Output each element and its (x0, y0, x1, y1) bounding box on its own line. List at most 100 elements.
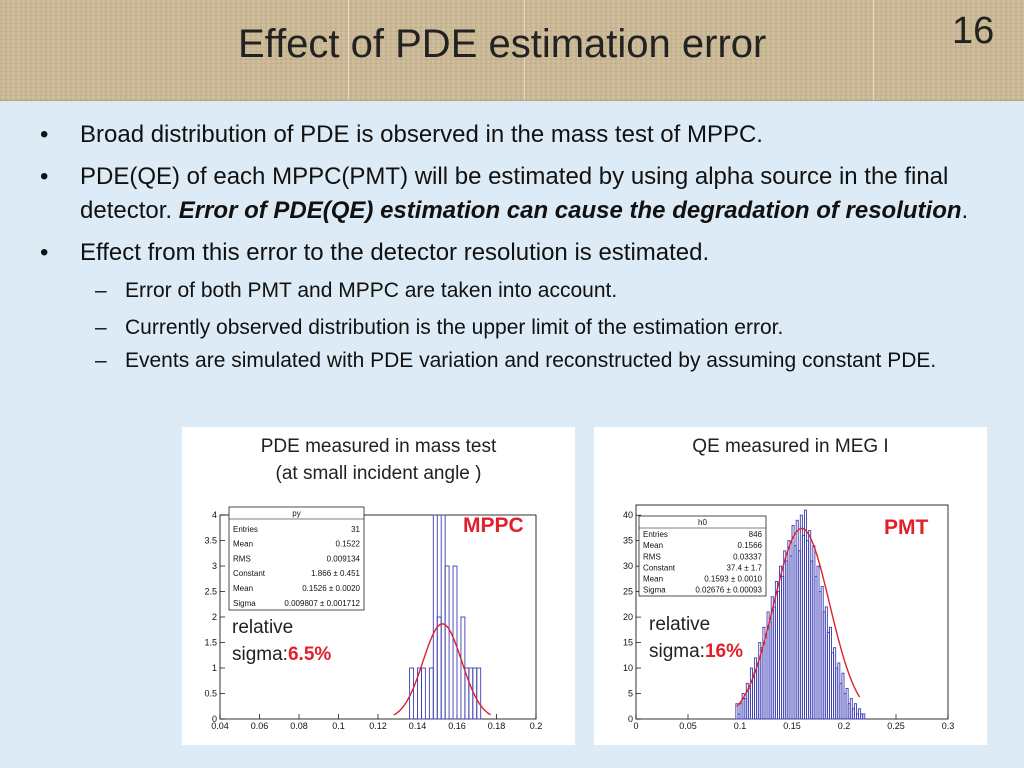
stats-box-frame (228, 506, 365, 611)
pmt-sigma-value: 16% (704, 641, 743, 662)
stats-label: Entries (233, 525, 258, 534)
stats-label: RMS (233, 554, 251, 563)
bullet-text: PDE(QE) of each MPPC(PMT) will be estima… (80, 163, 949, 224)
sub-bullet-item: Events are simulated with PDE variation … (40, 346, 1000, 376)
y-tick-label: 25 (623, 587, 633, 597)
x-tick-label: 0.18 (488, 721, 506, 731)
y-tick-label: 5 (628, 689, 633, 699)
bullet-text-end: . (961, 197, 969, 224)
histogram-bin (452, 565, 458, 720)
page-number: 16 (952, 10, 995, 52)
y-tick-label: 0 (628, 714, 633, 724)
header-seam (873, 0, 874, 100)
stats-box-name: py (292, 509, 300, 518)
stats-value: 846 (749, 530, 763, 539)
sigma-prefix: sigma: (232, 644, 288, 665)
mppc-sigma-value: 6.5% (287, 644, 332, 665)
histogram-bin (444, 565, 450, 720)
stats-value: 0.009807 ± 0.001712 (284, 599, 360, 608)
histogram-bin (436, 616, 442, 720)
bullet-text: Broad distribution of PDE is observed in… (80, 121, 763, 148)
stats-value: 37.4 ± 1.7 (726, 563, 762, 572)
x-tick-label: 0.12 (369, 721, 387, 731)
x-tick-label: 0 (633, 721, 638, 731)
bullet-item: PDE(QE) of each MPPC(PMT) will be estima… (40, 160, 1000, 228)
sub-bullet-item: Currently observed distribution is the u… (40, 309, 1000, 346)
stats-value: 0.1526 ± 0.0020 (302, 584, 360, 593)
stats-label: Mean (233, 540, 253, 549)
sub-bullet-text: Currently observed distribution is the u… (125, 316, 784, 339)
slide-title: Effect of PDE estimation error (238, 22, 767, 66)
sigma-prefix: sigma: (649, 641, 705, 662)
stats-label: Constant (233, 569, 266, 578)
stats-label: RMS (643, 552, 661, 561)
histogram-bin (735, 703, 739, 720)
mppc-relative-label: relative (232, 617, 294, 638)
pmt-tag: PMT (884, 516, 929, 539)
stats-value: 1.866 ± 0.451 (311, 569, 360, 578)
header-seam (348, 0, 349, 100)
histogram-bin (440, 514, 446, 720)
x-tick-label: 0.1 (734, 721, 747, 731)
bullet-list: Broad distribution of PDE is observed in… (40, 118, 1000, 376)
pmt-relative-label: relative (649, 614, 711, 635)
bullet-item: Broad distribution of PDE is observed in… (40, 118, 1000, 152)
y-tick-label: 35 (623, 536, 633, 546)
x-tick-label: 0.08 (290, 721, 308, 731)
bullet-text: Effect from this error to the detector r… (80, 239, 710, 266)
histogram-bin (862, 713, 866, 720)
mppc-tag: MPPC (463, 514, 524, 537)
y-tick-label: 2.5 (204, 587, 217, 597)
x-tick-label: 0.14 (409, 721, 427, 731)
x-tick-label: 0.06 (251, 721, 269, 731)
mppc-plot-panel: PDE measured in mass test (at small inci… (182, 427, 575, 745)
gaussian-fit-curve (393, 623, 491, 716)
slide-header (0, 0, 1024, 101)
stats-value: 0.1522 (336, 540, 361, 549)
bullet-emphasis: Error of PDE(QE) estimation can cause th… (178, 197, 962, 224)
x-tick-label: 0.1 (332, 721, 345, 731)
y-tick-label: 15 (623, 638, 633, 648)
x-tick-label: 0.05 (679, 721, 697, 731)
stats-value: 0.02676 ± 0.00093 (695, 586, 762, 595)
stats-value: 31 (351, 525, 360, 534)
x-tick-label: 0.15 (783, 721, 801, 731)
y-tick-label: 0 (212, 714, 217, 724)
stats-value: 0.03337 (733, 552, 762, 561)
sub-bullet-text: Events are simulated with PDE variation … (125, 349, 937, 372)
histogram-bin (409, 667, 415, 720)
stats-label: Mean (233, 584, 253, 593)
pmt-panel-title: QE measured in MEG I (692, 436, 889, 457)
y-tick-label: 10 (623, 663, 633, 673)
y-tick-label: 40 (623, 510, 633, 520)
histogram-bin (853, 703, 857, 720)
stats-label: Sigma (233, 599, 256, 608)
histogram-bin (468, 667, 474, 720)
sub-bullet-item: Error of both PMT and MPPC are taken int… (40, 272, 1000, 309)
y-tick-label: 4 (212, 510, 217, 520)
stats-label: Constant (643, 563, 676, 572)
header-seam (524, 0, 525, 100)
x-tick-label: 0.2 (838, 721, 851, 731)
y-tick-label: 1.5 (204, 638, 217, 648)
stats-label: Mean (643, 575, 663, 584)
y-tick-label: 3.5 (204, 536, 217, 546)
y-tick-label: 0.5 (204, 689, 217, 699)
histogram-bin (420, 667, 426, 720)
stats-label: Entries (643, 530, 668, 539)
y-tick-label: 30 (623, 561, 633, 571)
bullet-item: Effect from this error to the detector r… (40, 236, 1000, 270)
y-tick-label: 20 (623, 612, 633, 622)
stats-box: py Entries 31 Mean 0.1522 RMS 0.009134 Constant… (228, 506, 365, 611)
pmt-histogram: 0 0.05 0.1 0.15 0.2 0.25 0.3 0 5 10 15 20 25 30 35 40 h0… (623, 504, 954, 731)
stats-box: h0 Entries 846 Mean 0.1566 RMS 0.03337 Constant… (638, 515, 767, 597)
stats-value: 0.009134 (327, 554, 361, 563)
y-tick-label: 2 (212, 612, 217, 622)
mppc-histogram: 0.04 0.06 0.08 0.1 0.12 0.14 0.16 0.18 0.2 0 0.5 1 1… (204, 505, 542, 731)
mppc-panel-title: PDE measured in mass test (260, 436, 497, 457)
stats-label: Sigma (643, 586, 666, 595)
x-tick-label: 0.3 (942, 721, 955, 731)
histogram-bin (476, 667, 482, 720)
x-tick-label: 0.25 (887, 721, 905, 731)
stats-box-frame (638, 515, 767, 597)
